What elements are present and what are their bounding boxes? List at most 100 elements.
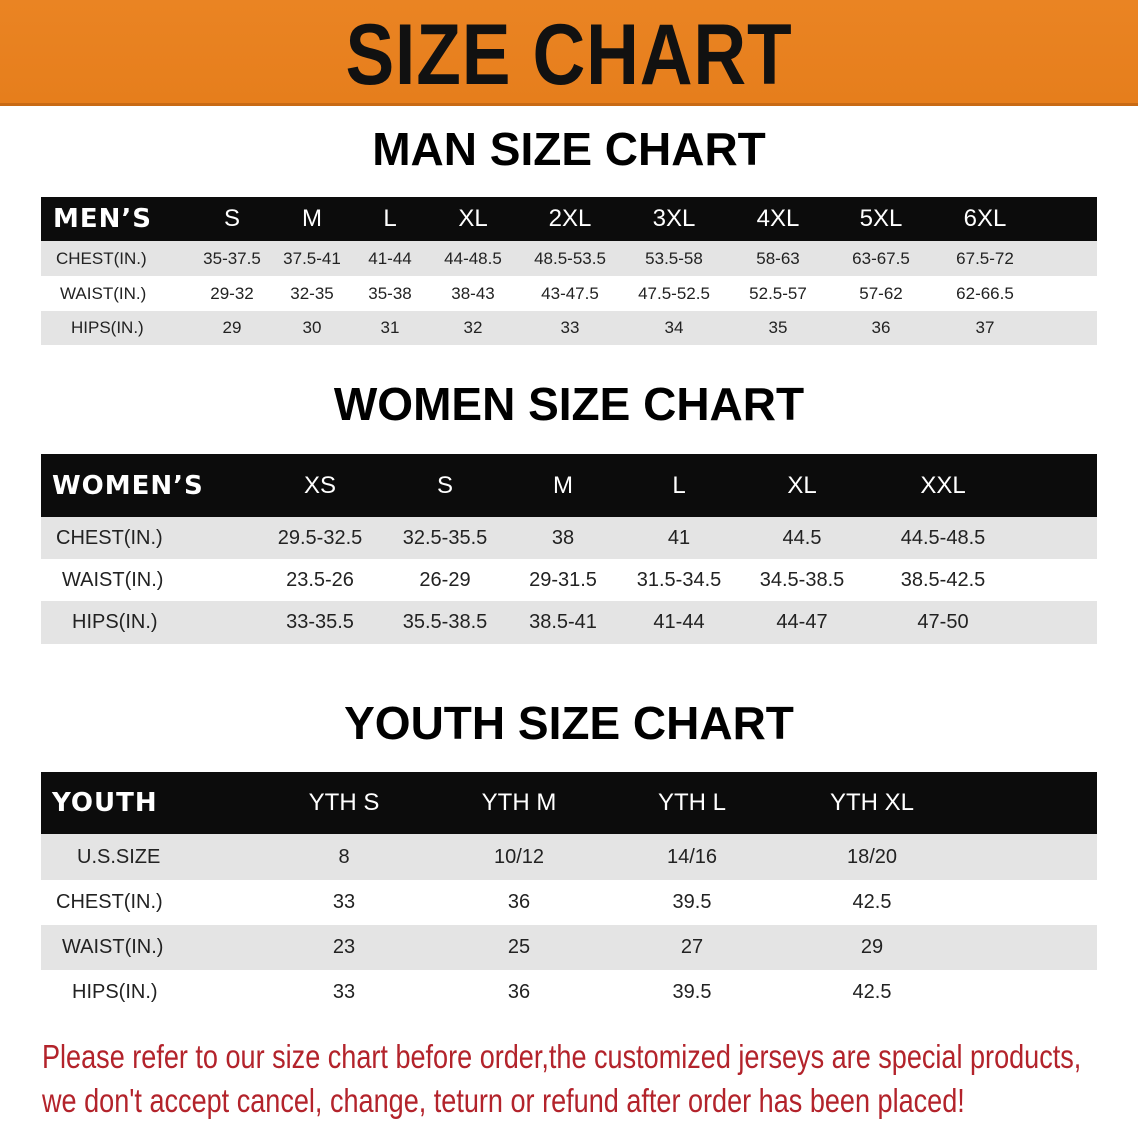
table-cell: 33 bbox=[332, 981, 356, 1003]
size-header-cell: XXL bbox=[920, 471, 966, 499]
table-cell: 35.5-38.5 bbox=[402, 611, 488, 633]
table-cell: 37.5-41 bbox=[283, 248, 341, 268]
table-header-row: MEN’S S M L XL 2XL 3XL 4XL 5XL 6XL bbox=[41, 197, 1097, 241]
size-header-cell: 6XL bbox=[963, 205, 1007, 232]
table-cell: 36 bbox=[871, 318, 891, 337]
table-cell: 34.5-38.5 bbox=[759, 568, 845, 591]
table-cell: 67.5-72 bbox=[956, 248, 1014, 268]
men-section-title: MAN SIZE CHART bbox=[372, 123, 766, 175]
table-cell: 8 bbox=[338, 845, 350, 868]
table-cell: 39.5 bbox=[672, 891, 712, 913]
measurement-label: CHEST(IN.) bbox=[56, 526, 163, 549]
measurement-label: CHEST(IN.) bbox=[56, 891, 163, 913]
table-cell: 29 bbox=[222, 318, 242, 337]
youth-section-title: YOUTH SIZE CHART bbox=[344, 697, 794, 749]
measurement-label: CHEST(IN.) bbox=[56, 248, 147, 268]
women-section-title: WOMEN SIZE CHART bbox=[333, 378, 805, 430]
table-cell: 44-47 bbox=[776, 611, 828, 633]
table-cell: 41-44 bbox=[368, 248, 412, 268]
size-header-cell: L bbox=[672, 471, 686, 499]
size-header-cell: XL bbox=[458, 205, 488, 232]
order-notice-line-1: Please refer to our size chart before or… bbox=[42, 1038, 1082, 1075]
size-header-cell: S bbox=[223, 205, 240, 232]
table-row: WAIST(IN.) 23 25 27 29 bbox=[41, 925, 1097, 970]
size-header-cell: XS bbox=[303, 471, 336, 499]
size-header-cell: XL bbox=[787, 471, 817, 499]
table-row: CHEST(IN.) 35-37.5 37.5-41 41-44 44-48.5 48.5… bbox=[41, 241, 1097, 276]
table-cell: 38.5-42.5 bbox=[900, 568, 986, 591]
table-cell: 33-35.5 bbox=[286, 611, 354, 633]
table-title-cell: YOUTH bbox=[52, 788, 158, 818]
size-header-cell: 5XL bbox=[859, 205, 903, 232]
table-cell: 53.5-58 bbox=[645, 248, 703, 268]
table-cell: 33 bbox=[332, 891, 356, 913]
table-cell: 41-44 bbox=[653, 611, 705, 633]
measurement-label: U.S.SIZE bbox=[77, 845, 161, 868]
youth-size-table: YOUTH YTH S YTH M YTH L YTH XL U.S.SIZE 8 10/12… bbox=[41, 772, 1097, 1015]
table-cell: 35-38 bbox=[368, 283, 412, 303]
table-title-cell: WOMEN’S bbox=[52, 470, 204, 501]
table-cell: 18/20 bbox=[846, 845, 898, 868]
table-cell: 29 bbox=[860, 936, 884, 958]
measurement-label: HIPS(IN.) bbox=[71, 318, 144, 337]
table-cell: 35 bbox=[768, 318, 788, 337]
table-cell: 33 bbox=[560, 318, 580, 337]
size-header-cell: M bbox=[553, 471, 573, 499]
table-cell: 43-47.5 bbox=[541, 283, 599, 303]
size-header-cell: 2XL bbox=[548, 205, 592, 232]
table-cell: 32-35 bbox=[290, 283, 334, 303]
table-cell: 39.5 bbox=[672, 981, 712, 1003]
table-cell: 52.5-57 bbox=[749, 283, 807, 303]
table-cell: 23 bbox=[332, 936, 356, 958]
table-cell: 38.5-41 bbox=[529, 611, 597, 633]
measurement-label: HIPS(IN.) bbox=[72, 611, 158, 633]
table-cell: 44.5 bbox=[782, 526, 822, 549]
size-header-cell: M bbox=[302, 205, 322, 232]
size-header-cell: L bbox=[383, 205, 397, 232]
table-cell: 58-63 bbox=[756, 248, 800, 268]
table-cell: 48.5-53.5 bbox=[534, 248, 606, 268]
size-header-cell: YTH M bbox=[481, 789, 557, 816]
table-cell: 26-29 bbox=[419, 568, 471, 591]
size-header-cell: YTH L bbox=[657, 789, 726, 816]
table-header-row: WOMEN’S XS S M L XL XXL bbox=[41, 454, 1097, 517]
table-cell: 29-32 bbox=[210, 283, 254, 303]
table-row: CHEST(IN.) 29.5-32.5 32.5-35.5 38 41 44.5 44.5… bbox=[41, 517, 1097, 559]
table-cell: 41 bbox=[667, 526, 691, 549]
table-row: HIPS(IN.) 29 30 31 32 33 34 35 36 37 bbox=[41, 311, 1097, 345]
size-header-cell: S bbox=[436, 471, 453, 499]
table-cell: 30 bbox=[302, 318, 322, 337]
order-notice-line-2: we don't accept cancel, change, teturn o… bbox=[42, 1082, 965, 1119]
table-cell: 23.5-26 bbox=[286, 568, 354, 591]
measurement-label: WAIST(IN.) bbox=[60, 283, 147, 303]
table-cell: 34 bbox=[664, 318, 684, 337]
measurement-label: WAIST(IN.) bbox=[62, 568, 164, 591]
table-title-cell: MEN’S bbox=[53, 204, 152, 234]
table-cell: 29.5-32.5 bbox=[277, 526, 363, 549]
table-cell: 36 bbox=[507, 891, 531, 913]
table-row: WAIST(IN.) 29-32 32-35 35-38 38-43 43-47.5 47.… bbox=[41, 276, 1097, 311]
size-chart-banner: SIZE CHART bbox=[0, 0, 1138, 106]
measurement-label: HIPS(IN.) bbox=[72, 981, 158, 1003]
table-cell: 29-31.5 bbox=[529, 568, 597, 591]
table-row: HIPS(IN.) 33-35.5 35.5-38.5 38.5-41 41-44 44-… bbox=[41, 601, 1097, 644]
size-header-cell: 4XL bbox=[756, 205, 800, 232]
table-cell: 10/12 bbox=[493, 845, 545, 868]
table-cell: 57-62 bbox=[859, 283, 903, 303]
table-cell: 32 bbox=[463, 318, 483, 337]
table-cell: 38-43 bbox=[451, 283, 495, 303]
table-cell: 47-50 bbox=[917, 611, 969, 633]
table-cell: 35-37.5 bbox=[203, 248, 261, 268]
table-cell: 36 bbox=[507, 981, 531, 1003]
table-header-row: YOUTH YTH S YTH M YTH L YTH XL bbox=[41, 772, 1097, 834]
table-cell: 44.5-48.5 bbox=[900, 526, 986, 549]
banner-title: SIZE CHART bbox=[345, 7, 793, 103]
size-header-cell: YTH XL bbox=[829, 789, 915, 816]
table-cell: 62-66.5 bbox=[956, 283, 1014, 303]
size-header-cell: YTH S bbox=[308, 789, 380, 816]
table-cell: 47.5-52.5 bbox=[638, 283, 710, 303]
table-cell: 42.5 bbox=[852, 981, 892, 1003]
table-row: WAIST(IN.) 23.5-26 26-29 29-31.5 31.5-34.5 34… bbox=[41, 559, 1097, 601]
table-cell: 31 bbox=[380, 318, 400, 337]
table-cell: 63-67.5 bbox=[852, 248, 910, 268]
